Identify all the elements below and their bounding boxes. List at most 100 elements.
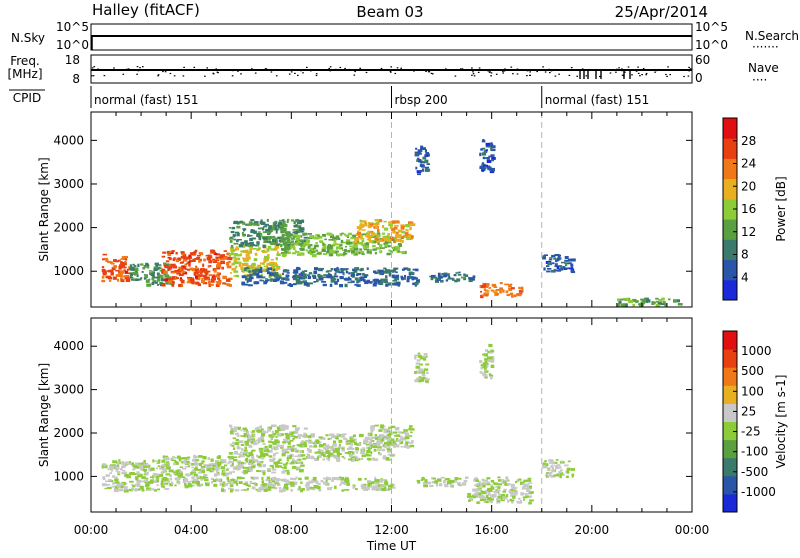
freq-noise-dot — [490, 72, 493, 74]
data-cell — [348, 446, 353, 450]
data-cell — [567, 258, 572, 262]
data-cell — [316, 278, 319, 283]
data-cell — [276, 246, 279, 249]
data-cell — [377, 269, 380, 273]
data-cell — [154, 281, 158, 284]
data-cell — [302, 232, 305, 235]
data-cell — [164, 274, 170, 278]
data-cell — [251, 273, 257, 276]
data-cell — [118, 272, 123, 275]
data-cell — [125, 278, 131, 282]
data-cell — [483, 150, 488, 153]
freq-noise-dot — [365, 71, 368, 74]
data-cell — [272, 279, 278, 282]
data-cell — [276, 426, 280, 429]
data-cell — [517, 501, 522, 504]
data-cell — [418, 151, 421, 154]
data-cell — [458, 484, 461, 486]
freq-noise-dot — [91, 67, 94, 69]
freq-noise-dot — [504, 68, 506, 70]
data-cell — [267, 489, 272, 491]
data-cell — [251, 229, 254, 232]
data-cell — [209, 463, 214, 466]
data-cell — [259, 221, 264, 225]
data-cell — [111, 266, 114, 269]
data-cell — [372, 233, 377, 236]
data-cell — [405, 442, 409, 445]
data-cell — [517, 293, 521, 296]
data-cell — [322, 458, 326, 461]
data-cell — [146, 482, 150, 486]
data-cell — [285, 274, 290, 278]
data-cell — [140, 485, 144, 490]
data-cell — [145, 262, 149, 266]
data-cell — [197, 283, 201, 287]
data-cell — [482, 156, 486, 160]
data-cell — [105, 484, 111, 486]
data-cell — [245, 275, 248, 279]
data-cell — [273, 453, 276, 457]
nave-dots: ···· — [752, 73, 767, 87]
data-cell — [138, 462, 144, 465]
data-cell — [460, 276, 466, 279]
data-cell — [543, 267, 546, 271]
data-cell — [237, 239, 242, 241]
data-cell — [127, 463, 132, 465]
data-cell — [367, 448, 371, 452]
data-cell — [168, 278, 172, 281]
data-cell — [363, 489, 369, 491]
colorbar-swatch — [723, 198, 737, 220]
data-cell — [260, 428, 264, 431]
data-cell — [314, 451, 320, 454]
freq-noise-dot — [581, 68, 584, 70]
data-cell — [270, 258, 274, 261]
data-cell — [242, 222, 246, 225]
data-cell — [331, 435, 337, 438]
data-cell — [464, 274, 469, 277]
data-cell — [570, 269, 574, 273]
nave-label: Nave — [748, 61, 779, 75]
data-cell — [553, 257, 557, 260]
data-cell — [150, 467, 155, 471]
data-cell — [405, 229, 409, 232]
data-cell — [372, 283, 377, 287]
data-cell — [217, 277, 221, 280]
data-cell — [268, 225, 273, 229]
data-cell — [182, 259, 188, 262]
data-cell — [250, 244, 256, 247]
data-cell — [358, 442, 361, 446]
data-cell — [552, 470, 556, 472]
data-cell — [325, 478, 328, 482]
data-cell — [223, 250, 228, 252]
data-cell — [143, 267, 146, 270]
data-cell — [334, 485, 337, 489]
date-title: 25/Apr/2014 — [615, 3, 708, 21]
data-cell — [363, 441, 368, 444]
data-cell — [337, 478, 342, 481]
data-cell — [354, 283, 358, 286]
data-cell — [201, 277, 204, 282]
data-cell — [408, 435, 413, 437]
data-cell — [318, 444, 324, 448]
data-cell — [265, 487, 270, 490]
data-cell — [364, 477, 367, 481]
data-cell — [117, 464, 120, 467]
freq-noise-dot — [688, 70, 690, 72]
data-cell — [278, 221, 283, 226]
data-cell — [505, 290, 509, 293]
data-cell — [278, 487, 282, 489]
data-cell — [228, 452, 233, 455]
data-cell — [305, 440, 310, 443]
data-cell — [191, 282, 194, 285]
data-cell — [290, 484, 294, 487]
data-cell — [243, 489, 248, 491]
x-tick-label: 00:00 — [74, 523, 109, 537]
data-cell — [109, 472, 112, 474]
data-cell — [360, 485, 366, 488]
data-cell — [271, 483, 276, 487]
data-cell — [195, 277, 201, 281]
data-cell — [365, 242, 369, 245]
data-cell — [237, 257, 241, 261]
data-cell — [191, 463, 195, 465]
data-cell — [232, 253, 236, 256]
